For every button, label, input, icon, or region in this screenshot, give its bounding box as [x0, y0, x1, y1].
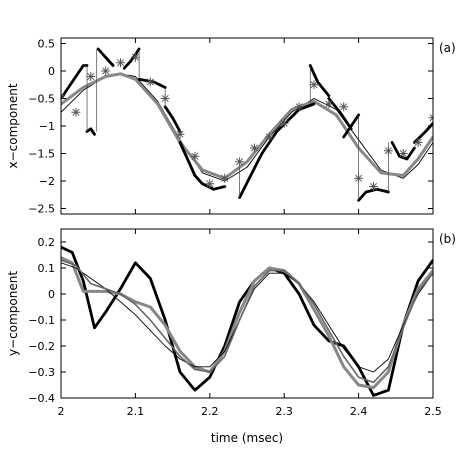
series-line-7 — [163, 105, 182, 133]
y-tick-label: −0.3 — [28, 366, 55, 379]
asterisk-marker — [205, 179, 215, 189]
series-line-11 — [308, 64, 331, 98]
series-line-9 — [200, 182, 227, 191]
asterisk-marker — [160, 94, 170, 103]
panel-label: (b) — [439, 232, 456, 246]
y-tick-label: −1 — [39, 120, 55, 133]
asterisk-marker — [116, 58, 126, 68]
y-tick-label: −2.5 — [28, 203, 55, 216]
y-tick-label: −0.4 — [28, 392, 55, 405]
panel-x-component: 0.5 0 −0.5 −1 −1.5 −2 −2.5 x−component (a) — [6, 37, 456, 216]
asterisk-marker — [264, 132, 274, 142]
y-axis-label: x−component — [6, 83, 20, 168]
asterisk-marker — [190, 151, 200, 161]
x-tick-label: 2.5 — [424, 405, 442, 418]
series-line-0 — [61, 245, 433, 397]
series-line-12 — [327, 97, 353, 131]
panel-y-component: 2 2.1 2.2 2.3 2.4 2.5 0.2 0.1 0 −0.1 −0.2 −0.3 −0.4 y… — [6, 228, 456, 445]
y-tick-label: −0.5 — [28, 93, 55, 106]
y-tick-label: 0 — [48, 288, 55, 301]
axes-frame — [60, 228, 434, 399]
series-line-0 — [61, 73, 433, 182]
y-tick-label: 0.2 — [38, 236, 56, 249]
series-line-4 — [96, 47, 115, 67]
axes-frame — [60, 37, 434, 215]
panel-label: (a) — [439, 41, 456, 55]
asterisk-marker — [324, 99, 334, 109]
series-line-3 — [85, 127, 96, 136]
asterisk-marker — [354, 173, 364, 183]
y-tick-label: 0 — [48, 65, 55, 78]
y-tick-label: −1.5 — [28, 148, 55, 161]
series-line-13 — [357, 187, 390, 202]
asterisk-marker — [294, 102, 304, 112]
asterisk-marker — [309, 80, 319, 90]
y-tick-label: 0.1 — [38, 262, 56, 275]
y-tick-label: −0.1 — [28, 314, 55, 327]
x-tick-label: 2.4 — [350, 405, 368, 418]
asterisk-marker — [398, 149, 408, 158]
asterisk-marker — [279, 118, 289, 128]
x-tick-label: 2.3 — [275, 405, 293, 418]
y-axis-label: y−component — [6, 271, 20, 356]
series-line-5 — [122, 47, 141, 70]
series-line-8 — [178, 141, 204, 186]
asterisk-marker — [249, 143, 259, 153]
series-line-1 — [61, 256, 433, 390]
plot-area — [61, 245, 433, 397]
asterisk-marker — [145, 77, 155, 87]
asterisk-marker — [383, 146, 393, 156]
y-tick-label: −0.2 — [28, 340, 55, 353]
asterisk-marker — [339, 102, 349, 112]
asterisk-marker — [368, 182, 378, 191]
series-line-10 — [238, 102, 316, 199]
asterisk-marker — [86, 72, 96, 81]
series-line-15 — [342, 113, 361, 139]
y-tick-label: −2 — [39, 175, 55, 188]
y-tick-label: 0.5 — [38, 38, 56, 51]
series-line-3 — [61, 259, 433, 384]
asterisk-marker — [71, 107, 81, 117]
x-tick-label: 2 — [58, 405, 65, 418]
asterisk-marker — [235, 157, 245, 167]
asterisk-marker — [428, 113, 433, 123]
asterisk-marker — [413, 138, 423, 147]
asterisk-marker — [101, 66, 111, 76]
asterisk-marker — [130, 52, 140, 62]
plot-area — [61, 47, 433, 202]
asterisk-marker — [220, 173, 230, 183]
asterisk-marker — [175, 129, 185, 139]
x-tick-label: 2.1 — [127, 405, 145, 418]
x-axis-label: time (msec) — [211, 431, 283, 445]
series-line-2 — [61, 64, 89, 100]
series-line-1 — [61, 72, 433, 180]
x-tick-label: 2.2 — [201, 405, 219, 418]
series-line-2 — [61, 262, 433, 373]
